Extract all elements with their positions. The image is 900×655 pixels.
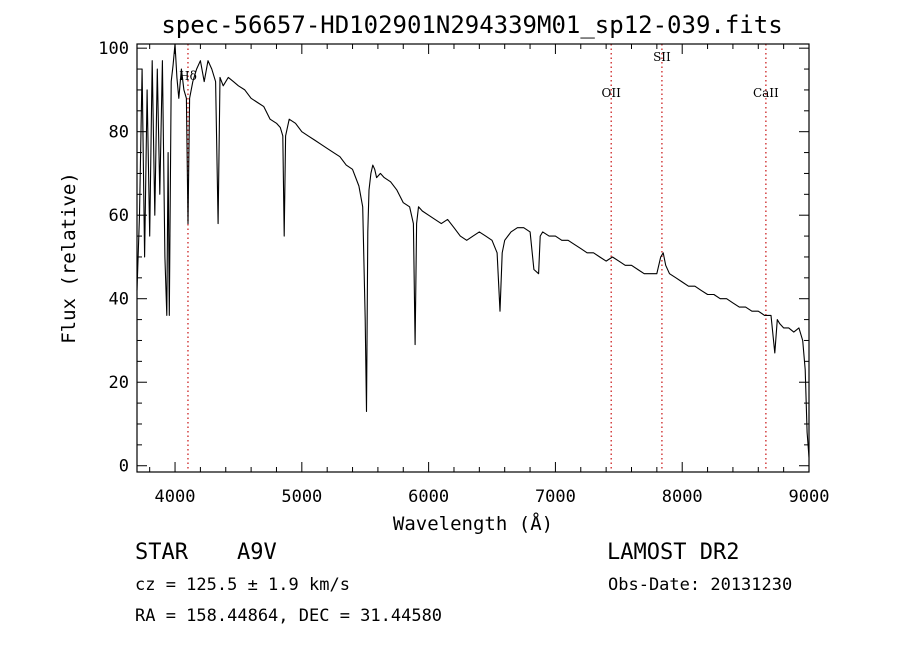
y-tick-label-0: 0 <box>119 457 129 477</box>
chart-title: spec-56657-HD102901N294339M01_sp12-039.f… <box>161 11 782 39</box>
object-class: STAR <box>135 540 189 565</box>
object-subclass: A9V <box>237 540 277 565</box>
coordinates-text: RA = 158.44864, DEC = 31.44580 <box>135 606 442 626</box>
y-tick-label-3: 60 <box>109 206 129 226</box>
plot-frame <box>136 43 810 473</box>
line-marker-label-0: Hδ <box>179 69 197 83</box>
y-tick-label-5: 100 <box>98 39 129 59</box>
series-layer <box>136 43 810 458</box>
obs-date-text: Obs-Date: 20131230 <box>608 575 792 595</box>
x-tick-label-5: 9000 <box>789 487 830 507</box>
series-line-0 <box>136 43 810 458</box>
x-axis-label: Wavelength (Å) <box>393 512 553 535</box>
line-marker-label-2: SII <box>653 50 671 64</box>
line-markers: Hδ OII SII CaII <box>179 44 779 472</box>
x-tick-label-0: 4000 <box>155 487 196 507</box>
x-tick-label-4: 8000 <box>662 487 703 507</box>
x-tick-label-3: 7000 <box>535 487 576 507</box>
y-tick-label-4: 80 <box>109 123 129 143</box>
x-tick-label-2: 6000 <box>408 487 449 507</box>
redshift-text: cz = 125.5 ± 1.9 km/s <box>135 575 350 595</box>
axis-ticks: 4000 5000 6000 7000 8000 9000 0 20 40 60 80 100 <box>98 39 829 507</box>
line-marker-label-3: CaII <box>753 86 779 100</box>
y-tick-label-2: 40 <box>109 290 129 310</box>
line-marker-label-1: OII <box>602 86 622 100</box>
x-tick-label-1: 5000 <box>281 487 322 507</box>
y-axis-label: Flux (relative) <box>58 172 80 344</box>
survey-name: LAMOST DR2 <box>607 540 739 565</box>
y-tick-label-1: 20 <box>109 373 129 393</box>
